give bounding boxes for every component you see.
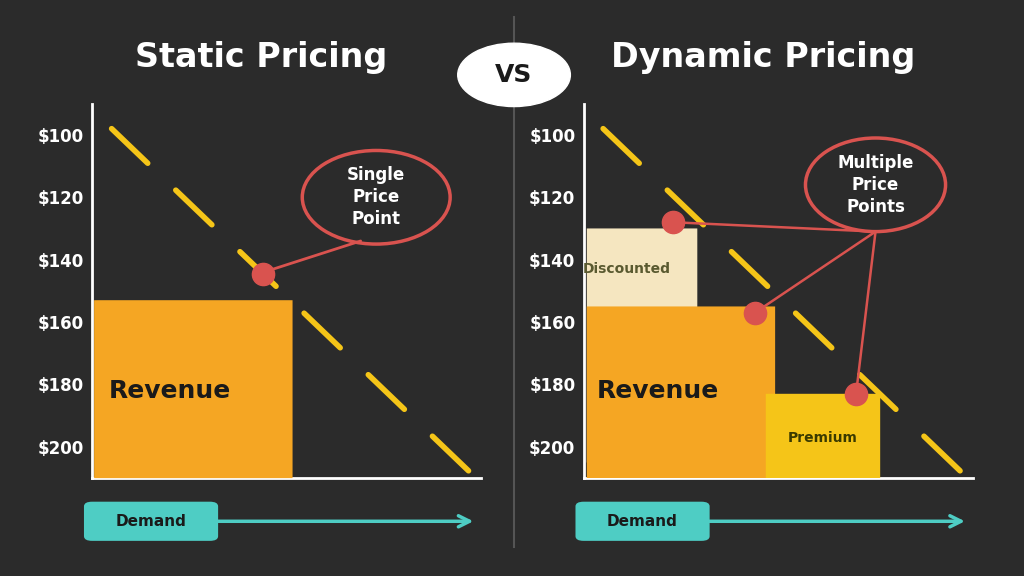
Text: Revenue: Revenue: [109, 379, 231, 403]
Text: Demand: Demand: [607, 514, 678, 529]
FancyBboxPatch shape: [587, 306, 775, 478]
Text: Revenue: Revenue: [597, 379, 719, 403]
Text: Single
Price
Point: Single Price Point: [347, 166, 406, 229]
Text: Multiple
Price
Points: Multiple Price Points: [838, 154, 913, 216]
Text: Dynamic Pricing: Dynamic Pricing: [610, 41, 915, 74]
FancyBboxPatch shape: [94, 300, 293, 478]
FancyBboxPatch shape: [587, 229, 697, 463]
FancyBboxPatch shape: [766, 394, 881, 478]
Text: Static Pricing: Static Pricing: [135, 41, 387, 74]
Text: VS: VS: [496, 63, 532, 87]
Text: Demand: Demand: [116, 514, 186, 529]
Text: Discounted: Discounted: [583, 262, 671, 276]
Text: Premium: Premium: [788, 430, 858, 445]
